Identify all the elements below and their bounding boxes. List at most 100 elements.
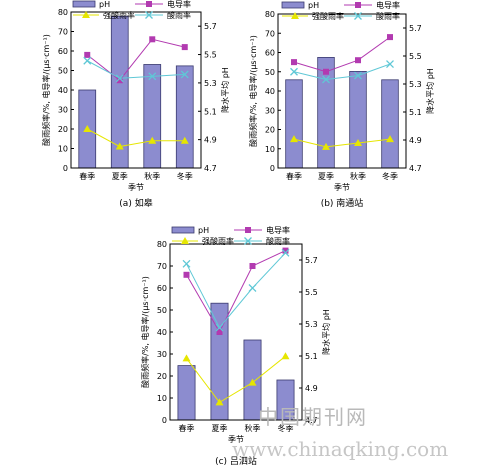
- legend-marker: [291, 12, 299, 19]
- y2-tick-label: 5.7: [305, 256, 318, 265]
- series-point: [148, 72, 157, 81]
- series-point: [290, 67, 298, 76]
- x-tick-label: 夏季: [212, 423, 228, 433]
- series-point: [281, 248, 290, 257]
- series-point: [386, 135, 394, 143]
- legend-marker: [245, 227, 251, 233]
- legend-label: pH: [99, 0, 110, 9]
- y-tick-label: 50: [265, 68, 275, 77]
- panel-caption: (a) 如皋: [119, 197, 152, 209]
- series-point: [291, 59, 297, 66]
- legend-label: pH: [308, 1, 319, 10]
- series-point: [180, 136, 189, 144]
- legend-label: 酸雨率: [167, 10, 191, 20]
- legend-label: 电导率: [266, 225, 290, 235]
- ph-bar: [349, 71, 367, 169]
- x-tick-label: 春季: [179, 423, 195, 433]
- ph-bar: [175, 65, 194, 169]
- y-tick-label: 30: [157, 350, 167, 359]
- y2-tick-label: 4.9: [305, 384, 318, 393]
- series-point: [215, 323, 224, 332]
- series-point: [387, 34, 393, 41]
- legend-label: pH: [198, 226, 209, 235]
- y-axis-title: 酸雨频率/%, 电导率/(μs·cm⁻¹): [140, 276, 150, 388]
- series-point: [354, 138, 362, 146]
- chart-panel-1: 0 10 20 30 40 50 60 70 80 4.7 4.9 5.1 5.3 5.5 5.7 春季 夏季 秋…: [248, 0, 435, 209]
- legend-swatch-ph: [171, 226, 195, 234]
- y-tick-label: 40: [157, 328, 167, 337]
- x-tick-label: 冬季: [382, 171, 398, 181]
- panel-caption: (b) 南通站: [321, 197, 364, 209]
- ph-bar: [285, 79, 303, 169]
- legend-marker: [145, 11, 153, 19]
- ph-bar: [381, 79, 399, 169]
- series-point: [323, 68, 329, 75]
- series-point: [322, 142, 330, 150]
- series-line: [186, 355, 286, 404]
- y-tick-label: 50: [157, 306, 167, 315]
- legend-marker: [146, 1, 152, 7]
- y-tick-label: 10: [58, 145, 68, 154]
- series-line: [186, 250, 286, 334]
- series-point: [83, 125, 92, 132]
- y-tick-label: 20: [58, 125, 68, 134]
- x-axis-title: 季节: [334, 182, 350, 192]
- y-tick-label: 0: [270, 164, 275, 173]
- series-point: [290, 135, 298, 143]
- y-tick-label: 80: [58, 8, 68, 17]
- series-line: [87, 128, 185, 148]
- chart-panel-2: 0 10 20 30 40 50 60 70 80 4.7 4.9 5.1 5.3 5.5 5.7 春季 夏季 秋…: [140, 225, 331, 467]
- series-point: [181, 44, 188, 51]
- y-tick-label: 10: [265, 145, 275, 154]
- y-tick-label: 80: [157, 240, 167, 249]
- y2-axis-title: 降水平均 pH: [425, 68, 435, 114]
- legend-swatch-ph: [72, 0, 96, 8]
- y-tick-label: 60: [157, 284, 167, 293]
- series-point: [354, 71, 362, 80]
- series-point: [180, 70, 189, 79]
- y-tick-label: 10: [157, 394, 167, 403]
- series-point: [84, 51, 91, 58]
- series-line: [86, 38, 185, 81]
- series-point: [116, 77, 123, 84]
- y-tick-label: 20: [157, 372, 167, 381]
- legend-marker: [181, 237, 189, 244]
- series-point: [149, 36, 156, 43]
- x-axis-title: 季节: [228, 434, 244, 444]
- y2-tick-label: 4.7: [305, 416, 318, 425]
- chart-panel-0: 0 10 20 30 40 50 60 70 80 4.7 4.9 5.1 5.3 5.5 5.7 春季 夏季 秋…: [41, 0, 230, 209]
- ph-bar: [143, 64, 162, 169]
- y-tick-label: 60: [58, 47, 68, 56]
- legend-label: 酸雨率: [376, 11, 400, 21]
- y-tick-label: 40: [58, 86, 68, 95]
- y-tick-label: 60: [265, 49, 275, 58]
- x-tick-label: 夏季: [318, 171, 334, 181]
- y-tick-label: 70: [157, 262, 167, 271]
- series-point: [148, 136, 157, 144]
- y2-tick-label: 4.7: [409, 164, 422, 173]
- series-point: [83, 56, 92, 65]
- y2-tick-label: 5.1: [305, 352, 318, 361]
- y2-tick-label: 5.3: [305, 320, 318, 329]
- ph-bar: [177, 365, 196, 421]
- x-tick-label: 冬季: [278, 423, 294, 433]
- series-line: [186, 252, 286, 329]
- x-tick-label: 秋季: [245, 423, 261, 433]
- legend-label: 强酸雨率: [312, 11, 344, 21]
- y2-tick-label: 5.5: [305, 288, 318, 297]
- y-tick-label: 20: [265, 126, 275, 135]
- panel-caption: (c) 吕泗站: [215, 455, 257, 467]
- y-tick-label: 30: [265, 106, 275, 115]
- series-point: [355, 57, 361, 64]
- series-point: [248, 378, 257, 386]
- series-point: [248, 284, 257, 292]
- y-tick-label: 0: [162, 416, 167, 425]
- y-tick-label: 0: [63, 164, 68, 173]
- series-point: [115, 142, 124, 150]
- series-point: [115, 74, 124, 83]
- y-tick-label: 70: [265, 29, 275, 38]
- y2-tick-label: 4.7: [204, 164, 217, 173]
